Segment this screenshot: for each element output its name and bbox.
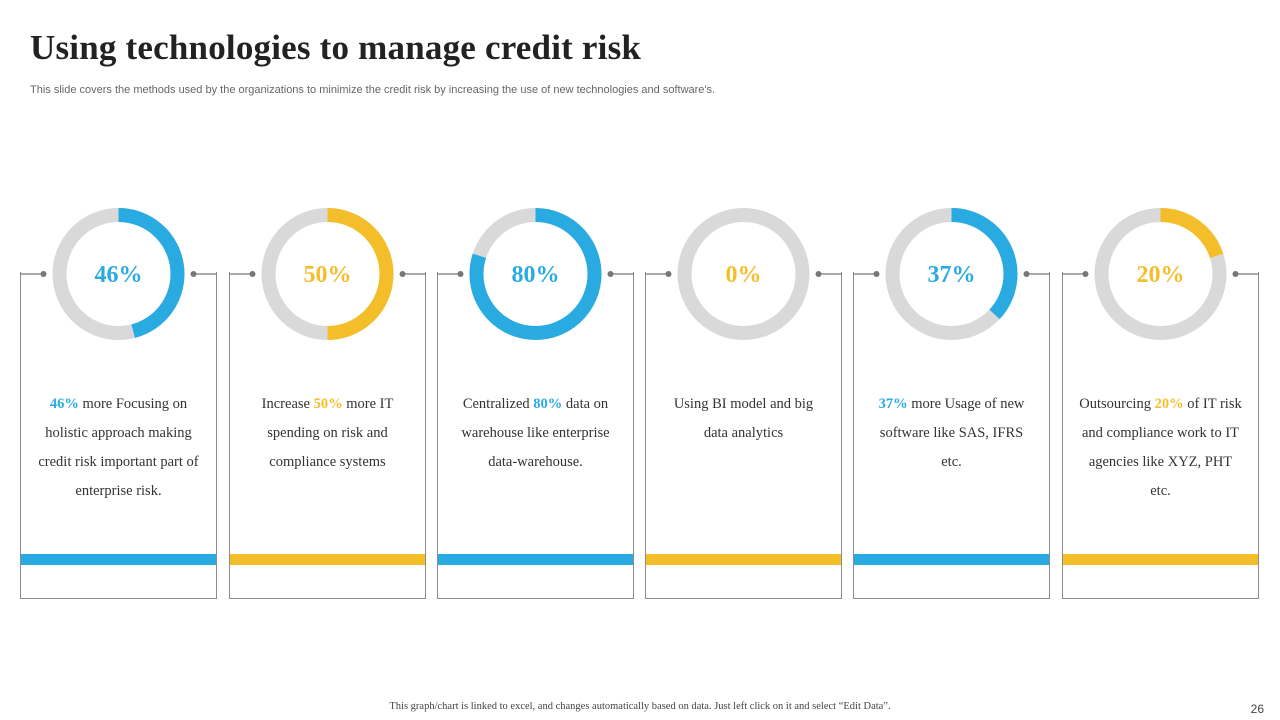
- card-highlight: 80%: [533, 396, 563, 412]
- donut-slice: [327, 208, 394, 340]
- connector-dot: [399, 271, 406, 277]
- donut-value-label: 20%: [1137, 262, 1185, 288]
- donut-inner-line: [275, 222, 380, 326]
- card-description: Increase 50% more IT spending on risk an…: [261, 396, 394, 470]
- card-highlight: 20%: [1154, 396, 1184, 412]
- donut-value-label: 46%: [95, 262, 143, 288]
- info-card-5: 37% more Usage of new software like SAS,…: [853, 272, 1050, 599]
- donut-slice: [118, 208, 185, 338]
- connector-dot: [1082, 271, 1089, 277]
- donut-value-label: 0%: [726, 262, 762, 288]
- card-accent-bar: [230, 554, 425, 565]
- connector-dot: [873, 271, 880, 277]
- page-title: Using technologies to manage credit risk: [30, 28, 642, 67]
- info-card-1: 46% more Focusing on holistic approach m…: [20, 272, 217, 599]
- info-card-6: Outsourcing 20% of IT risk and complianc…: [1062, 272, 1259, 599]
- donut-inner-line: [1108, 222, 1213, 326]
- donut-inner-line: [691, 222, 796, 326]
- connector-dot: [665, 271, 672, 277]
- card-accent-bar: [1063, 554, 1258, 565]
- card-highlight: 50%: [313, 396, 343, 412]
- card-description: Using BI model and big data analytics: [673, 396, 814, 441]
- connector-dot: [1023, 271, 1030, 277]
- info-card-3: Centralized 80% data on warehouse like e…: [437, 272, 634, 599]
- connector-dot: [457, 271, 464, 277]
- footer-note: This graph/chart is linked to excel, and…: [389, 701, 891, 712]
- donut-inner-line: [483, 222, 588, 326]
- page-number: 26: [1250, 702, 1264, 716]
- connector-dot: [249, 271, 256, 277]
- connector-dot: [40, 271, 47, 277]
- donut-slice: [469, 208, 602, 340]
- info-card-4: Using BI model and big data analytics: [645, 272, 842, 599]
- card-accent-bar: [646, 554, 841, 565]
- card-accent-bar: [21, 554, 216, 565]
- donut-value-label: 80%: [512, 262, 560, 288]
- card-highlight: 46%: [49, 396, 79, 412]
- info-card-2: Increase 50% more IT spending on risk an…: [229, 272, 426, 599]
- card-description: Centralized 80% data on warehouse like e…: [461, 396, 610, 470]
- donut-inner-line: [899, 222, 1004, 326]
- card-description: Outsourcing 20% of IT risk and complianc…: [1079, 396, 1242, 499]
- connector-dot: [190, 271, 197, 277]
- donut-slice: [951, 208, 1018, 320]
- card-highlight: 37%: [878, 396, 908, 412]
- connector-dot: [607, 271, 614, 277]
- card-accent-bar: [854, 554, 1049, 565]
- donut-track: [677, 208, 810, 340]
- donut-slice: [1160, 208, 1224, 259]
- card-description: 37% more Usage of new software like SAS,…: [878, 396, 1025, 470]
- connector-dot: [1232, 271, 1239, 277]
- card-description: 46% more Focusing on holistic approach m…: [38, 396, 199, 499]
- page-subtitle: This slide covers the methods used by th…: [30, 84, 716, 96]
- card-accent-bar: [438, 554, 633, 565]
- donut-value-label: 37%: [928, 262, 976, 288]
- donut-value-label: 50%: [304, 262, 352, 288]
- donut-inner-line: [66, 222, 171, 326]
- connector-dot: [815, 271, 822, 277]
